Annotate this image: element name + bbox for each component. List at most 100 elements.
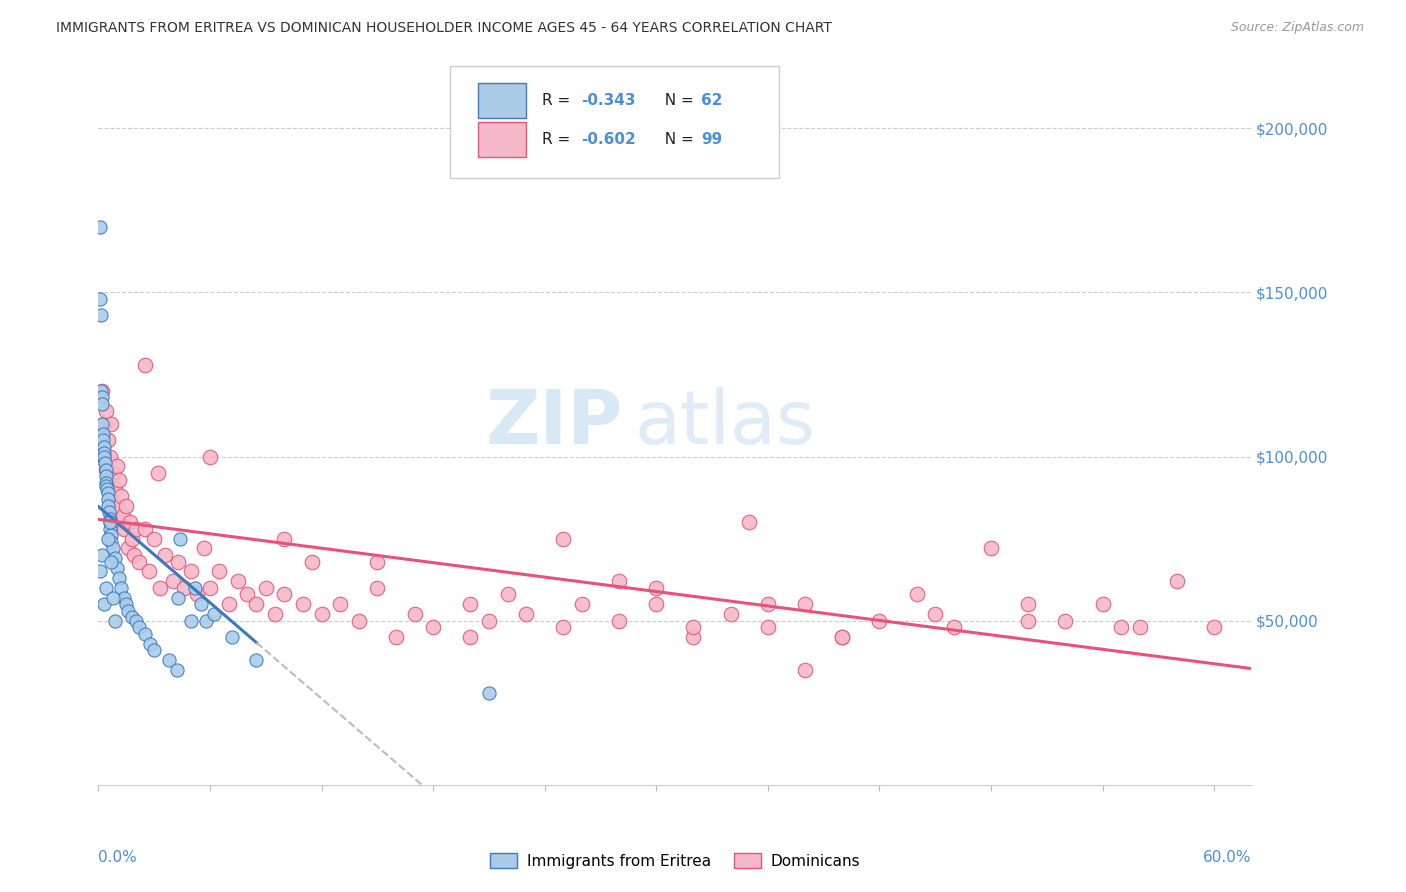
Point (226, 574, 249, 589)
Point (794, 598, 817, 612)
Point (607, 614, 630, 628)
Point (173, 581, 195, 595)
Point (91, 548, 114, 562)
Point (311, 607, 333, 622)
Point (122, 548, 145, 562)
Point (110, 581, 132, 595)
Point (98, 450, 121, 464)
Legend: Immigrants from Eritrea, Dominicans: Immigrants from Eritrea, Dominicans (484, 847, 866, 875)
Point (134, 358, 156, 372)
Point (89, 450, 111, 464)
Point (905, 587, 928, 601)
Point (515, 607, 537, 622)
Point (110, 489, 132, 503)
Point (94, 475, 117, 490)
Point (93, 417, 115, 431)
Point (97, 433, 120, 447)
Point (134, 627, 156, 641)
Point (186, 587, 208, 601)
Point (121, 532, 143, 546)
Text: 99: 99 (702, 132, 723, 147)
Point (273, 532, 295, 546)
Point (100, 555, 122, 569)
Point (124, 522, 146, 536)
Point (221, 630, 243, 644)
Point (245, 598, 267, 612)
Point (366, 555, 388, 569)
Point (184, 581, 207, 595)
Point (1054, 614, 1077, 628)
Point (254, 581, 277, 595)
Point (124, 614, 146, 628)
Point (422, 620, 444, 634)
Point (738, 515, 761, 529)
Text: N =: N = (655, 94, 699, 108)
Point (366, 581, 388, 595)
Point (114, 522, 136, 536)
Point (682, 620, 704, 634)
Point (108, 571, 131, 585)
Point (942, 620, 965, 634)
Point (100, 417, 122, 431)
Point (756, 598, 779, 612)
Point (478, 614, 501, 628)
Text: R =: R = (543, 94, 575, 108)
FancyBboxPatch shape (478, 83, 526, 118)
Point (193, 541, 215, 556)
Point (97, 479, 120, 493)
Point (1204, 620, 1226, 634)
Point (329, 598, 352, 612)
Point (202, 607, 225, 622)
Point (180, 565, 202, 579)
Point (273, 587, 295, 601)
Point (121, 610, 143, 624)
Point (118, 515, 141, 529)
Point (291, 598, 314, 612)
Point (195, 614, 218, 628)
Point (100, 489, 122, 503)
Point (115, 598, 138, 612)
Point (169, 532, 191, 546)
Point (645, 598, 668, 612)
Point (93, 450, 115, 464)
Point (103, 499, 125, 513)
Point (155, 548, 177, 562)
Point (105, 561, 128, 575)
Point (167, 555, 190, 569)
Point (924, 607, 946, 622)
Point (94, 479, 117, 493)
Point (103, 466, 125, 480)
Point (756, 620, 779, 634)
Text: Source: ZipAtlas.com: Source: ZipAtlas.com (1230, 21, 1364, 34)
Point (143, 643, 166, 657)
Point (90, 309, 112, 323)
Point (91, 384, 114, 398)
FancyBboxPatch shape (478, 122, 526, 157)
Text: -0.343: -0.343 (582, 94, 636, 108)
Point (720, 607, 742, 622)
Point (794, 663, 817, 677)
Point (98, 515, 121, 529)
Point (980, 541, 1002, 556)
Point (198, 581, 221, 595)
Point (105, 459, 128, 474)
Point (89, 292, 111, 306)
Point (1129, 620, 1152, 634)
Point (645, 581, 668, 595)
Point (1017, 598, 1039, 612)
Point (1166, 574, 1188, 589)
Point (94, 463, 117, 477)
Point (89, 565, 111, 579)
Text: atlas: atlas (634, 387, 815, 460)
Point (91, 433, 114, 447)
Text: -0.602: -0.602 (582, 132, 637, 147)
Point (97, 532, 120, 546)
Point (236, 587, 259, 601)
Point (128, 620, 150, 634)
FancyBboxPatch shape (450, 66, 779, 178)
Point (128, 555, 150, 569)
Point (143, 532, 166, 546)
Text: N =: N = (655, 132, 699, 147)
Point (157, 653, 180, 667)
Point (100, 535, 122, 549)
